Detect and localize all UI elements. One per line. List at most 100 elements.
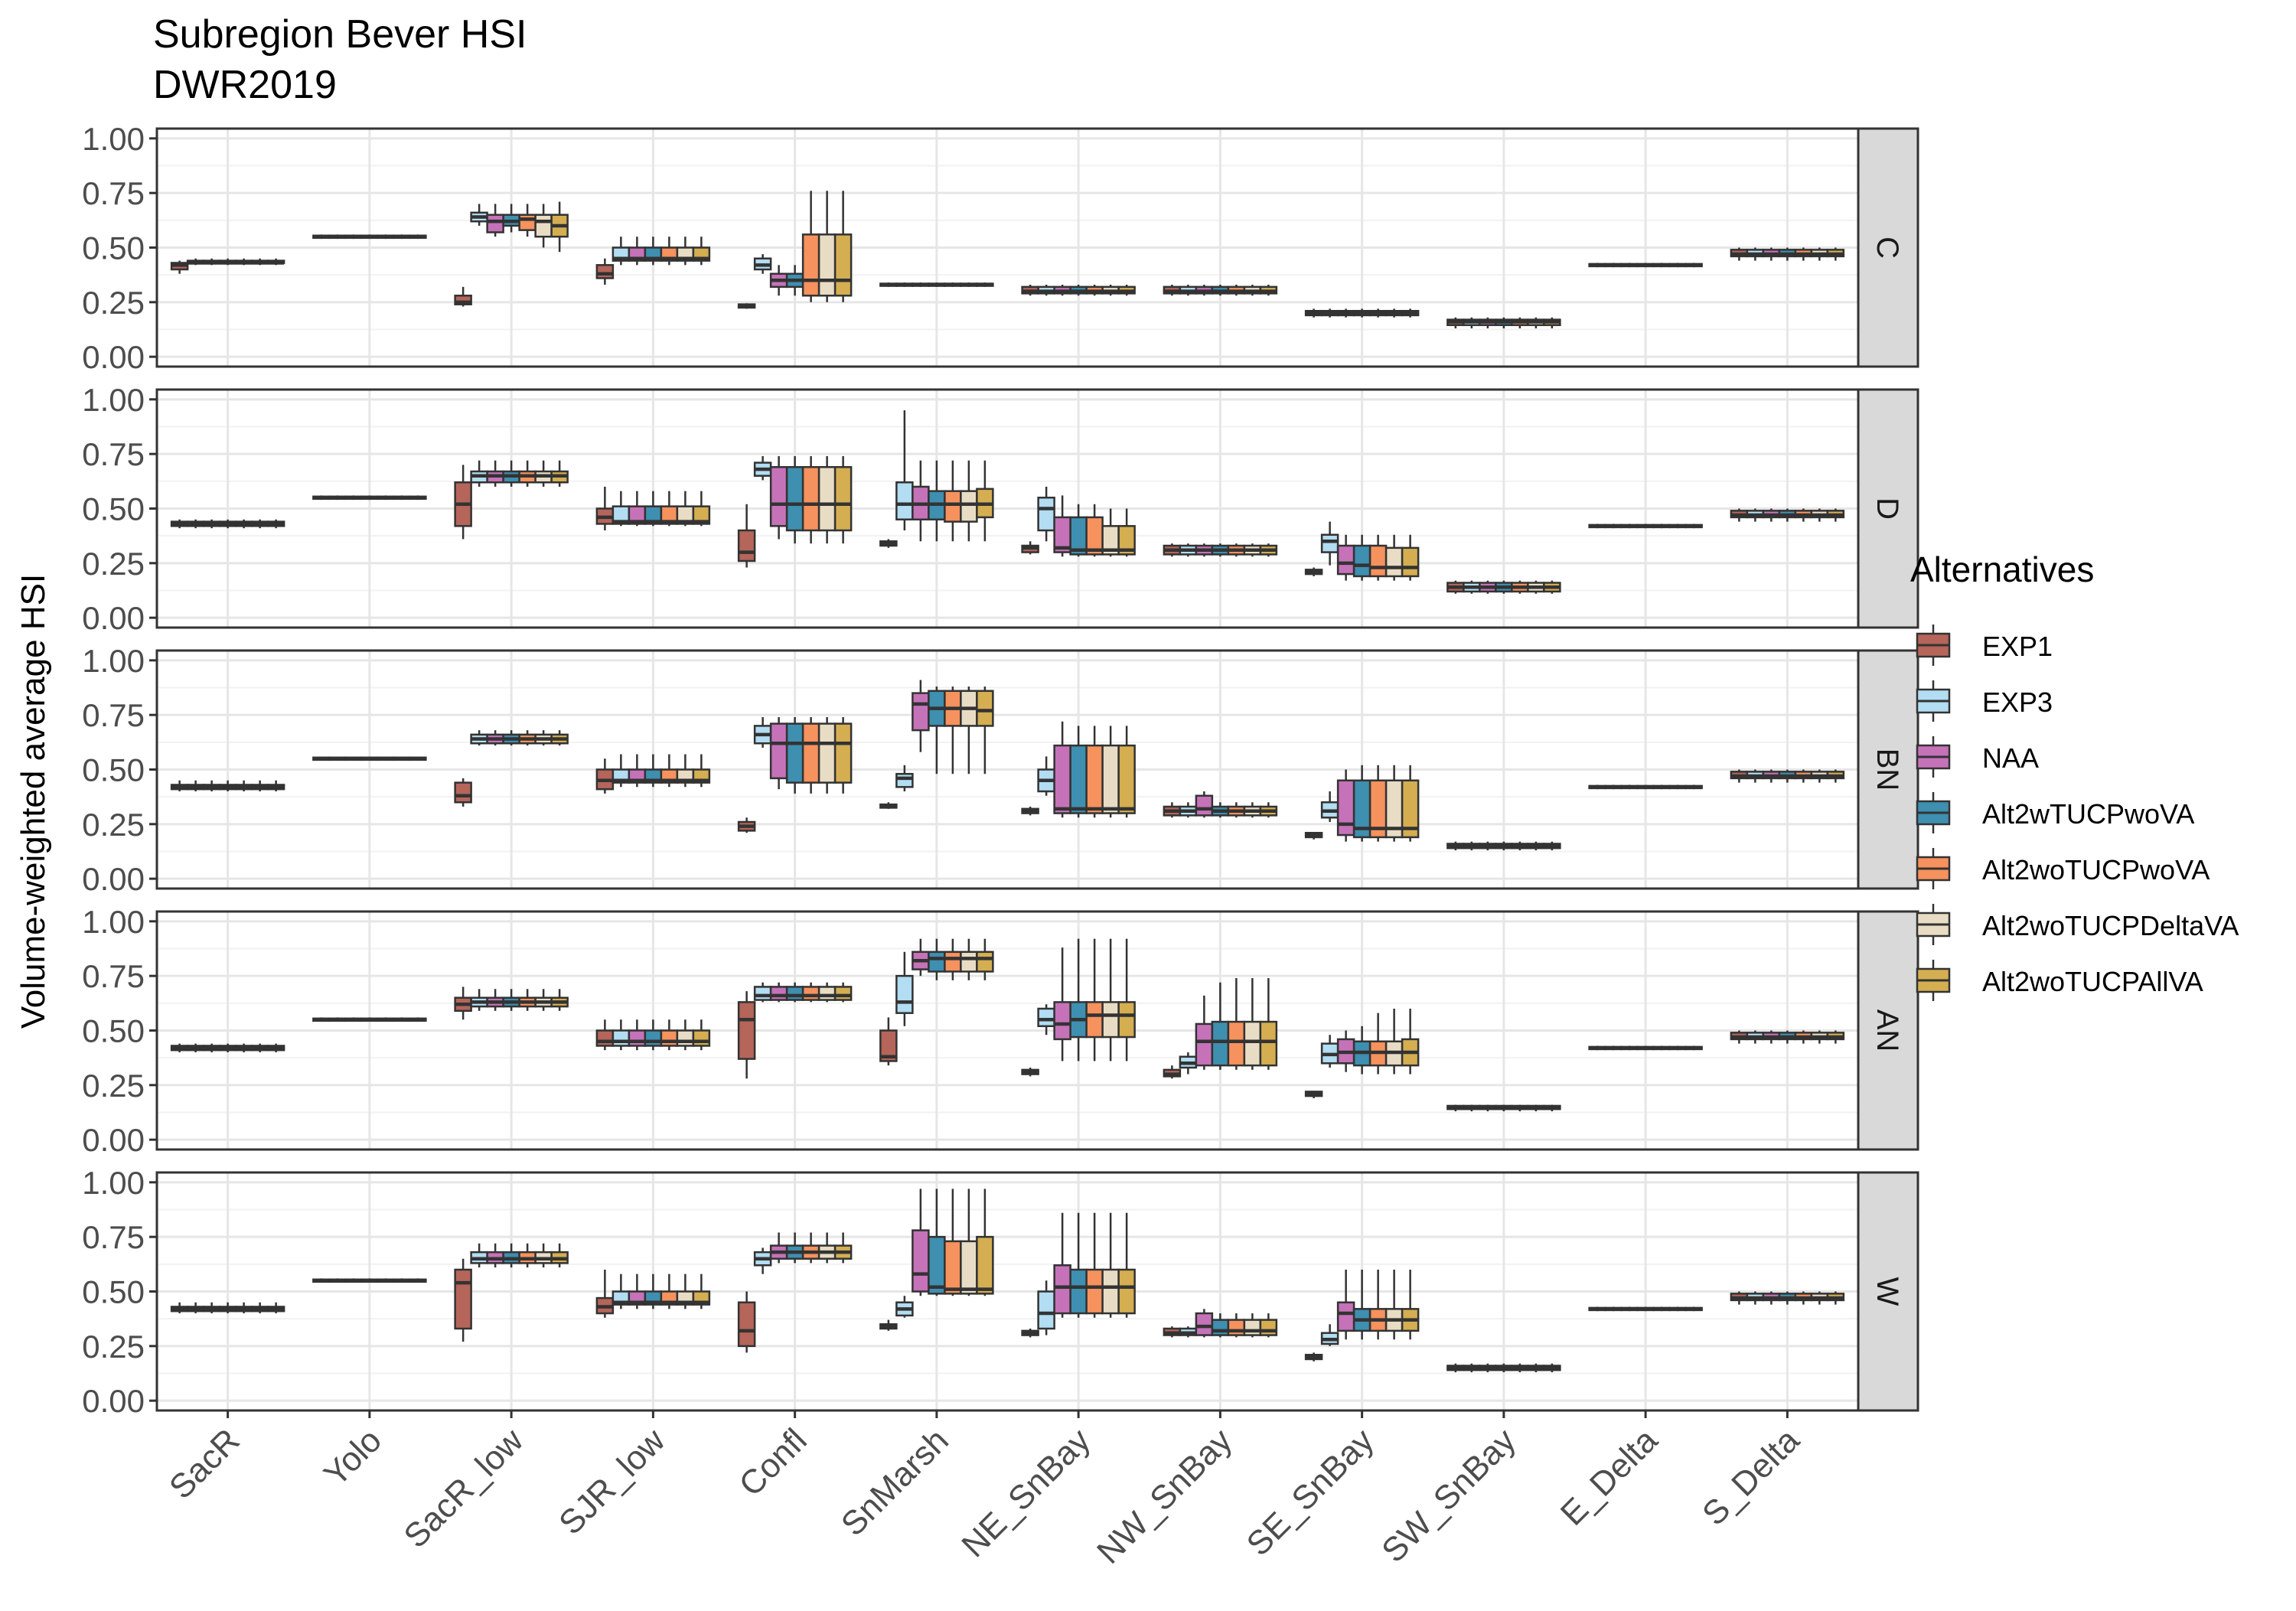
box-body bbox=[976, 690, 994, 727]
facet-strip bbox=[1857, 127, 1919, 368]
box-C-Confl-Alt2woTUCPDeltaVA bbox=[817, 191, 837, 302]
box-C-E_Delta-Alt2woTUCPAllVA bbox=[1684, 263, 1703, 268]
box-W-SE_SnBay-EXP3 bbox=[1320, 1324, 1339, 1346]
box-C-SE_SnBay-Alt2woTUCPAllVA bbox=[1401, 308, 1420, 318]
x-tick-label: SE_SnBay bbox=[1240, 1421, 1381, 1563]
box-D-Yolo-EXP1 bbox=[312, 495, 331, 501]
box-body bbox=[1053, 1001, 1071, 1041]
box-body bbox=[1227, 1020, 1246, 1067]
box-D-Yolo-Alt2woTUCPDeltaVA bbox=[393, 495, 411, 501]
box-W-NW_SnBay-EXP3 bbox=[1179, 1326, 1198, 1338]
box-AN-Yolo-Alt2woTUCPwoVA bbox=[377, 1017, 395, 1022]
box-AN-SacR_low-Alt2woTUCPwoVA bbox=[518, 989, 536, 1011]
box-W-SE_SnBay-Alt2woTUCPDeltaVA bbox=[1384, 1269, 1404, 1340]
y-tick-label: 0.75 bbox=[82, 436, 145, 472]
box-BN-Confl-Alt2woTUCPDeltaVA bbox=[817, 717, 837, 794]
box-D-E_Delta-EXP1 bbox=[1588, 523, 1606, 529]
box-D-NW_SnBay-Alt2woTUCPDeltaVA bbox=[1243, 543, 1262, 557]
box-AN-SE_SnBay-EXP1 bbox=[1304, 1091, 1323, 1098]
box-body bbox=[753, 986, 772, 1001]
box-C-SJR_low-Alt2woTUCPAllVA bbox=[692, 236, 711, 266]
box-AN-Confl-Alt2woTUCPDeltaVA bbox=[817, 982, 837, 1003]
box-AN-NE_SnBay-EXP1 bbox=[1021, 1068, 1039, 1077]
box-body bbox=[928, 1235, 946, 1295]
box-body bbox=[1195, 1312, 1214, 1336]
box-body bbox=[1243, 1020, 1262, 1067]
box-body bbox=[944, 1240, 962, 1295]
box-D-SW_SnBay-Alt2woTUCPAllVA bbox=[1543, 580, 1561, 594]
box-BN-E_Delta-Alt2woTUCPAllVA bbox=[1684, 784, 1703, 790]
box-body bbox=[1085, 744, 1104, 814]
box-body bbox=[1336, 1301, 1355, 1332]
facet-panel-C: 0.00 0.25 0.50 0.75 1.00 C bbox=[82, 121, 1919, 375]
box-C-E_Delta-EXP1 bbox=[1588, 263, 1606, 268]
box-BN-SW_SnBay-Alt2woTUCPDeltaVA bbox=[1527, 841, 1545, 851]
box-body bbox=[595, 264, 615, 279]
box-C-SE_SnBay-Alt2woTUCPDeltaVA bbox=[1384, 308, 1404, 318]
box-BN-SacR_low-EXP1 bbox=[454, 778, 472, 807]
box-body bbox=[518, 214, 536, 231]
legend-title: Alternatives bbox=[1910, 550, 2094, 589]
y-tick-label: 0.00 bbox=[82, 1383, 145, 1419]
box-D-SJR_low-Alt2wTUCPwoVA bbox=[644, 491, 663, 527]
y-tick-label: 1.00 bbox=[82, 382, 145, 418]
box-BN-SJR_low-Alt2wTUCPwoVA bbox=[644, 754, 663, 788]
box-W-SacR_low-EXP1 bbox=[454, 1258, 472, 1342]
legend-label: EXP3 bbox=[1982, 686, 2053, 718]
box-C-SacR-Alt2woTUCPDeltaVA bbox=[250, 258, 269, 266]
box-D-SJR_low-NAA bbox=[628, 491, 647, 527]
y-tick-label: 0.25 bbox=[82, 1068, 145, 1104]
x-tick-label: SacR bbox=[162, 1421, 247, 1506]
box-AN-SnMarsh-NAA bbox=[912, 938, 930, 977]
box-W-Yolo-Alt2woTUCPAllVA bbox=[409, 1278, 427, 1283]
legend-label: Alt2woTUCPwoVA bbox=[1982, 854, 2210, 885]
box-C-SnMarsh-EXP1 bbox=[879, 282, 898, 287]
chart-subtitle: DWR2019 bbox=[153, 63, 337, 107]
box-body bbox=[1117, 744, 1136, 814]
box-BN-SE_SnBay-NAA bbox=[1336, 769, 1355, 842]
box-body bbox=[785, 986, 804, 1001]
box-body bbox=[960, 490, 978, 523]
box-body bbox=[1211, 1020, 1230, 1067]
box-BN-SnMarsh-EXP3 bbox=[895, 765, 914, 792]
legend-item-Alt2woTUCPDeltaVA: Alt2woTUCPDeltaVA bbox=[1916, 904, 2239, 945]
box-BN-SJR_low-EXP3 bbox=[612, 754, 631, 788]
box-AN-NE_SnBay-Alt2wTUCPwoVA bbox=[1069, 938, 1088, 1061]
box-D-SJR_low-Alt2woTUCPAllVA bbox=[692, 491, 711, 527]
box-AN-SJR_low-Alt2woTUCPwoVA bbox=[660, 1019, 679, 1051]
box-C-SE_SnBay-NAA bbox=[1336, 308, 1355, 318]
box-AN-SnMarsh-Alt2woTUCPAllVA bbox=[976, 938, 994, 980]
x-tick-label: SnMarsh bbox=[834, 1421, 956, 1543]
box-BN-E_Delta-Alt2woTUCPDeltaVA bbox=[1668, 784, 1687, 790]
box-D-Confl-NAA bbox=[769, 456, 788, 540]
box-D-NW_SnBay-EXP3 bbox=[1179, 543, 1198, 557]
y-tick-label: 1.00 bbox=[82, 1165, 145, 1201]
y-tick-label: 0.00 bbox=[82, 861, 145, 897]
box-body bbox=[1069, 744, 1088, 814]
box-W-NE_SnBay-Alt2woTUCPAllVA bbox=[1117, 1212, 1136, 1318]
box-W-Yolo-EXP1 bbox=[312, 1278, 331, 1283]
y-tick-label: 0.50 bbox=[82, 230, 145, 266]
box-body bbox=[1243, 1319, 1262, 1336]
box-AN-SJR_low-Alt2wTUCPwoVA bbox=[644, 1019, 663, 1051]
box-body bbox=[960, 951, 978, 973]
box-D-SJR_low-Alt2woTUCPwoVA bbox=[660, 491, 679, 527]
box-BN-SacR-NAA bbox=[202, 780, 221, 792]
box-C-S_Delta-Alt2woTUCPAllVA bbox=[1826, 247, 1845, 261]
y-tick-label: 0.75 bbox=[82, 175, 145, 211]
y-tick-label: 0.00 bbox=[82, 1122, 145, 1158]
box-body bbox=[1195, 1022, 1214, 1067]
box-body bbox=[1352, 544, 1371, 578]
box-BN-NW_SnBay-Alt2woTUCPwoVA bbox=[1227, 802, 1246, 818]
box-D-SacR-NAA bbox=[202, 519, 221, 529]
legend-label: Alt2woTUCPAllVA bbox=[1982, 966, 2203, 997]
box-AN-Yolo-Alt2woTUCPDeltaVA bbox=[393, 1017, 411, 1022]
box-AN-SacR_low-EXP3 bbox=[470, 989, 488, 1011]
box-D-Confl-Alt2woTUCPDeltaVA bbox=[817, 456, 837, 544]
box-C-SE_SnBay-EXP3 bbox=[1320, 308, 1339, 318]
box-D-SE_SnBay-Alt2woTUCPwoVA bbox=[1368, 534, 1388, 581]
box-W-SacR_low-Alt2woTUCPDeltaVA bbox=[534, 1243, 553, 1268]
box-D-SacR-EXP3 bbox=[186, 519, 205, 529]
y-tick-label: 1.00 bbox=[82, 904, 145, 940]
box-BN-NW_SnBay-NAA bbox=[1195, 791, 1214, 818]
